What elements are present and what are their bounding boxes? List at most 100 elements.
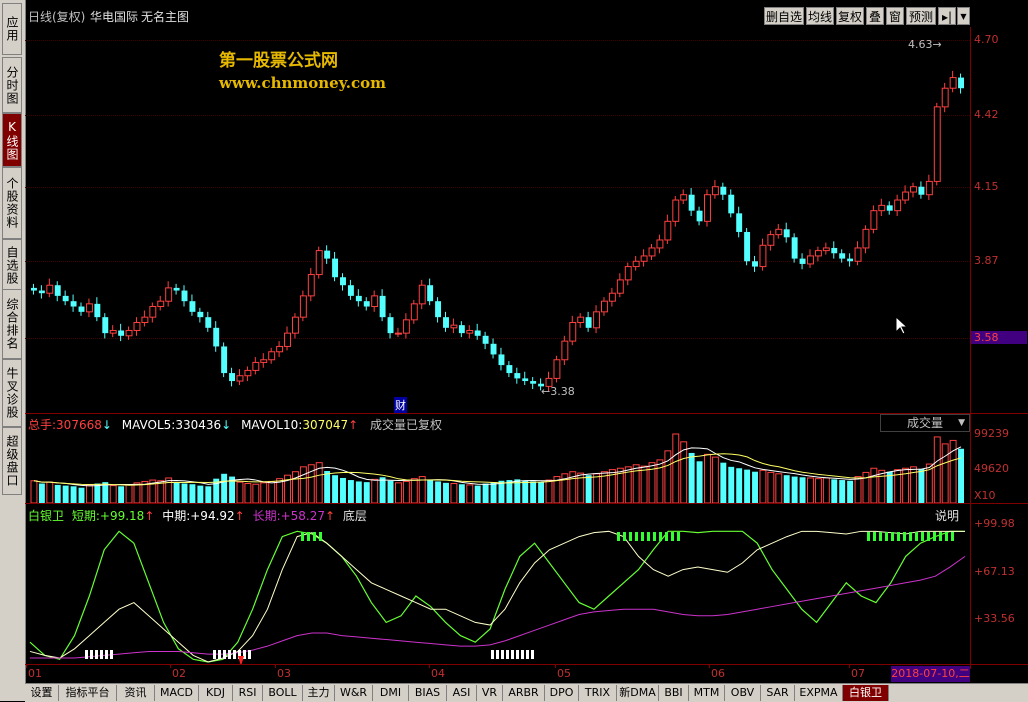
volume-bar: [379, 477, 386, 503]
candle-body: [173, 287, 180, 291]
indicator-chart[interactable]: [25, 520, 970, 664]
indicator-axis-top: +99.98: [974, 517, 1015, 530]
candle-body: [854, 247, 862, 262]
volume-bar: [70, 486, 77, 503]
indicator-explain-link[interactable]: 说明: [935, 509, 960, 523]
tab-13[interactable]: ARBR: [503, 685, 545, 701]
bottom-signal-mark: [223, 650, 226, 659]
sidebar-item-7[interactable]: 超级盘口: [2, 427, 22, 495]
price-axis-label: 3.87: [974, 254, 999, 268]
triangle-down-icon[interactable]: ▼: [957, 7, 970, 25]
sidebar-item-2[interactable]: K线图: [2, 113, 22, 167]
candle-body: [125, 329, 133, 337]
tab-1[interactable]: 指标平台: [59, 685, 117, 701]
candle-body: [299, 295, 307, 318]
price-axis-label: 4.42: [974, 107, 999, 121]
tab-19[interactable]: OBV: [725, 685, 761, 701]
long-term-label: 长期:: [252, 509, 281, 523]
arrow-right-bar-icon[interactable]: ▸|: [938, 7, 956, 25]
tab-22[interactable]: 白银卫: [843, 685, 889, 701]
candle-body: [585, 317, 592, 328]
volume-bar: [244, 483, 252, 503]
volume-bar: [355, 481, 362, 503]
toolbar-button-4[interactable]: 窗: [886, 7, 904, 25]
tab-20[interactable]: SAR: [761, 685, 795, 701]
mavol10-label: MAVOL10:: [241, 418, 303, 432]
sidebar-item-5[interactable]: 综合排名: [2, 289, 22, 359]
toolbar-button-0[interactable]: 删自选: [764, 7, 804, 25]
volume-bar: [221, 473, 228, 503]
volume-indicator-select[interactable]: 成交量 ▼: [880, 414, 970, 432]
tab-7[interactable]: 主力: [303, 685, 335, 701]
volume-bar: [125, 484, 133, 503]
volume-bar: [831, 479, 838, 503]
up-arrow-icon: ↑: [144, 509, 155, 523]
tab-15[interactable]: TRIX: [579, 685, 617, 701]
mavol10-line: [33, 453, 962, 486]
candle-body: [197, 311, 204, 318]
volume-bar: [474, 485, 481, 503]
volume-chart[interactable]: [25, 432, 970, 503]
tab-16[interactable]: 新DMA: [617, 685, 659, 701]
buy-signal-arrow-icon: [238, 656, 244, 664]
bottom-signal-mark: [531, 650, 534, 659]
stock-name[interactable]: 华电国际: [90, 10, 139, 24]
bottom-signal-mark: [90, 650, 93, 659]
time-axis-month: 05: [557, 667, 571, 680]
down-arrow-icon: ↓: [221, 418, 232, 432]
up-arrow-icon: ↑: [325, 509, 336, 523]
time-axis-tick: [849, 664, 850, 668]
candle-body: [569, 321, 577, 342]
bottom-signal-mark: [105, 650, 108, 659]
toolbar-button-1[interactable]: 均线: [806, 7, 834, 25]
toolbar-button-3[interactable]: 叠: [866, 7, 884, 25]
sidebar-item-6[interactable]: 牛叉诊股: [2, 359, 22, 427]
tab-3[interactable]: MACD: [155, 685, 199, 701]
finance-marker[interactable]: 财: [394, 397, 407, 413]
volume-bar: [522, 480, 529, 503]
short-term-value: +99.18: [99, 509, 145, 523]
volume-bar: [656, 459, 664, 503]
price-gridline: [25, 338, 970, 340]
sidebar-item-0[interactable]: 应用: [2, 3, 22, 55]
candle-body: [514, 373, 521, 379]
volume-bar: [728, 466, 735, 503]
volume-bar: [157, 480, 165, 503]
candle-body: [561, 340, 569, 361]
candle-body: [62, 295, 69, 302]
chart-template-name[interactable]: 无名主图: [141, 10, 190, 24]
tab-12[interactable]: VR: [477, 685, 503, 701]
tab-10[interactable]: BIAS: [409, 685, 447, 701]
tab-9[interactable]: DMI: [373, 685, 409, 701]
tab-11[interactable]: ASI: [447, 685, 477, 701]
tab-0[interactable]: 设置: [25, 685, 59, 701]
candle-body: [822, 247, 830, 252]
candle-body: [490, 343, 497, 355]
top-signal-mark: [915, 532, 918, 541]
bottom-signal-mark: [516, 650, 519, 659]
tab-4[interactable]: KDJ: [199, 685, 233, 701]
toolbar-button-2[interactable]: 复权: [836, 7, 864, 25]
tab-6[interactable]: BOLL: [263, 685, 303, 701]
volume-bar: [680, 441, 688, 503]
tab-14[interactable]: DPO: [545, 685, 579, 701]
sidebar-item-3[interactable]: 个股资料: [2, 167, 22, 239]
price-gridline: [25, 261, 970, 263]
candle-body: [229, 373, 236, 382]
tab-18[interactable]: MTM: [689, 685, 725, 701]
volume-axis-mid: 49620: [974, 462, 1009, 475]
volume-bar: [561, 473, 569, 503]
tab-2[interactable]: 资讯: [117, 685, 155, 701]
volume-bar: [744, 469, 751, 503]
volume-bar: [839, 480, 846, 503]
tab-17[interactable]: BBI: [659, 685, 689, 701]
sidebar-item-1[interactable]: 分时图: [2, 57, 22, 113]
sidebar-item-4[interactable]: 自选股: [2, 239, 22, 291]
candlestick-chart[interactable]: [25, 27, 970, 413]
tab-21[interactable]: EXPMA: [795, 685, 843, 701]
tab-8[interactable]: W&R: [335, 685, 373, 701]
volume-bar: [213, 478, 220, 503]
toolbar-button-5[interactable]: 预测: [906, 7, 936, 25]
tab-5[interactable]: RSI: [233, 685, 263, 701]
candle-body: [109, 329, 117, 334]
